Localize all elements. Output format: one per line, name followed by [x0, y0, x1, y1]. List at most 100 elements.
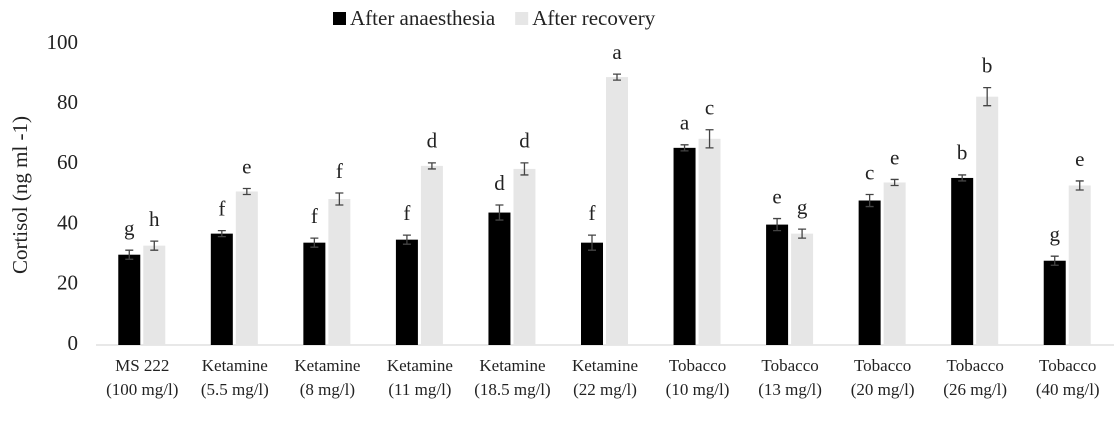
error-bar: [680, 144, 689, 152]
error-bar: [495, 204, 504, 221]
x-tick-label: (8 mg/l): [300, 380, 355, 399]
error-bar: [958, 174, 967, 182]
bar: [488, 212, 511, 345]
bar: [951, 177, 974, 345]
error-bar: [983, 86, 992, 107]
x-tick-label: Tobacco: [1039, 356, 1096, 375]
x-tick-label: (11 mg/l): [388, 380, 451, 399]
x-tick-label: Ketamine: [387, 356, 453, 375]
bar: [420, 165, 443, 345]
significance-letter: a: [612, 40, 622, 64]
error-bar: [890, 178, 899, 187]
y-tick-label: 80: [57, 90, 78, 114]
significance-letter: h: [149, 207, 160, 231]
bar: [766, 224, 789, 345]
error-bar: [705, 129, 714, 149]
bar: [395, 239, 418, 345]
bar: [858, 200, 881, 345]
error-bar: [427, 162, 436, 170]
bar: [210, 233, 233, 345]
x-tick-label: (13 mg/l): [758, 380, 822, 399]
significance-letter: f: [218, 196, 225, 220]
x-tick-label: Tobacco: [854, 356, 911, 375]
error-bar: [310, 237, 319, 248]
y-tick-label: 100: [47, 30, 79, 54]
error-bar: [588, 234, 596, 251]
significance-letter: g: [797, 195, 808, 219]
bar: [1043, 260, 1066, 345]
y-tick-label: 20: [57, 271, 78, 295]
significance-letter: e: [772, 184, 781, 208]
x-tick-label: (20 mg/l): [851, 380, 915, 399]
bar: [328, 199, 351, 345]
bar: [303, 242, 326, 345]
bar: [791, 233, 814, 345]
error-bar: [520, 162, 529, 176]
x-tick-label: (26 mg/l): [943, 380, 1007, 399]
bar: [118, 254, 141, 345]
significance-letter: d: [519, 129, 530, 153]
bar: [581, 242, 603, 345]
y-tick-label: 40: [57, 210, 78, 234]
y-axis-label: Cortisol (ng ml -1): [8, 116, 32, 274]
bar: [235, 191, 258, 345]
significance-letter: a: [680, 111, 690, 135]
bar: [1068, 185, 1091, 345]
x-tick-label: Tobacco: [761, 356, 818, 375]
error-bar: [335, 192, 344, 206]
bar: [673, 147, 696, 345]
x-tick-label: Ketamine: [202, 356, 268, 375]
bar: [606, 77, 628, 346]
x-tick-label: (22 mg/l): [573, 380, 637, 399]
x-tick-label: (18.5 mg/l): [474, 380, 551, 399]
error-bar: [402, 234, 411, 245]
error-bar: [242, 187, 251, 196]
bar: [143, 245, 166, 345]
legend-label: After anaesthesia: [350, 6, 496, 30]
error-bar: [217, 229, 226, 238]
x-tick-label: Ketamine: [479, 356, 545, 375]
significance-letter: e: [890, 145, 899, 169]
legend-swatch: [333, 12, 346, 25]
bar: [513, 168, 536, 345]
bar: [883, 182, 906, 345]
error-bar: [798, 228, 807, 239]
y-tick-label: 60: [57, 150, 78, 174]
x-tick-label: (40 mg/l): [1036, 380, 1100, 399]
significance-letter: d: [427, 129, 438, 153]
significance-letter: f: [403, 201, 410, 225]
x-tick-label: (10 mg/l): [666, 380, 730, 399]
significance-letter: c: [865, 160, 874, 184]
x-tick-label: Ketamine: [294, 356, 360, 375]
x-tick-label: (5.5 mg/l): [201, 380, 269, 399]
error-bar: [1075, 180, 1084, 191]
x-tick-label: (100 mg/l): [106, 380, 178, 399]
x-tick-label: Tobacco: [669, 356, 726, 375]
legend-swatch: [515, 12, 529, 25]
error-bar: [125, 249, 134, 260]
significance-letter: e: [1075, 147, 1084, 171]
x-tick-label: Ketamine: [572, 356, 638, 375]
significance-letter: f: [589, 201, 596, 225]
significance-letter: f: [336, 159, 343, 183]
bar: [698, 138, 721, 345]
significance-letter: b: [982, 53, 993, 77]
significance-letter: b: [957, 141, 968, 165]
legend-label: After recovery: [532, 6, 656, 30]
bar: [976, 96, 999, 345]
significance-letter: d: [494, 171, 505, 195]
significance-letter: g: [124, 216, 135, 240]
significance-letter: f: [311, 204, 318, 228]
y-tick-label: 0: [68, 331, 79, 355]
x-tick-label: Tobacco: [947, 356, 1004, 375]
error-bar: [1050, 255, 1059, 266]
significance-letter: g: [1049, 222, 1060, 246]
error-bar: [150, 240, 159, 251]
x-tick-label: MS 222: [115, 356, 169, 375]
error-bar: [613, 73, 621, 81]
significance-letter: e: [242, 154, 251, 178]
error-bar: [865, 193, 874, 208]
significance-letter: c: [705, 96, 714, 120]
error-bar: [773, 217, 782, 232]
